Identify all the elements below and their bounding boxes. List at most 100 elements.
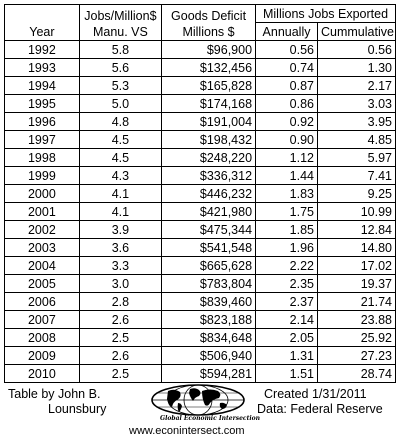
goods-deficit-cell: $336,312 <box>161 166 257 185</box>
header-year: Year <box>4 4 80 41</box>
table-body: 1992 5.8 $96,900 0.56 0.56 1993 5.6 $132,456 0.7… <box>4 40 397 383</box>
table-row: 1993 5.6 $132,456 0.74 1.30 <box>4 58 397 77</box>
jobs-per-million-cell: 4.5 <box>78 148 163 167</box>
year-cell: 1995 <box>4 94 80 113</box>
year-cell: 2001 <box>4 202 80 221</box>
cumulative-cell: 19.37 <box>316 274 397 293</box>
table-row: 2000 4.1 $446,232 1.83 9.25 <box>4 184 397 203</box>
year-cell: 2002 <box>4 220 80 239</box>
goods-deficit-cell: $446,232 <box>161 184 257 203</box>
cumulative-cell: 0.56 <box>316 40 397 59</box>
goods-deficit-cell: $834,648 <box>161 328 257 347</box>
goods-deficit-cell: $541,548 <box>161 238 257 257</box>
table-row: 1992 5.8 $96,900 0.56 0.56 <box>4 40 397 59</box>
header-jobs: Jobs/Million$ Manu. VS <box>78 4 163 41</box>
year-cell: 2005 <box>4 274 80 293</box>
data-source: Data: Federal Reserve <box>257 402 383 416</box>
goods-deficit-cell: $165,828 <box>161 76 257 95</box>
jobs-per-million-cell: 5.0 <box>78 94 163 113</box>
goods-deficit-cell: $475,344 <box>161 220 257 239</box>
credit-line2: Lounsbury <box>48 402 107 416</box>
table-row: 1996 4.8 $191,004 0.92 3.95 <box>4 112 397 131</box>
year-cell: 1998 <box>4 148 80 167</box>
jobs-per-million-cell: 2.6 <box>78 346 163 365</box>
annually-cell: 0.74 <box>255 58 318 77</box>
year-cell: 2010 <box>4 364 80 383</box>
cumulative-cell: 12.84 <box>316 220 397 239</box>
cumulative-cell: 10.99 <box>316 202 397 221</box>
header-jobs-line1: Jobs/Million$ <box>84 9 157 23</box>
annually-cell: 0.56 <box>255 40 318 59</box>
year-cell: 2009 <box>4 346 80 365</box>
year-cell: 1993 <box>4 58 80 77</box>
cumulative-cell: 2.17 <box>316 76 397 95</box>
jobs-per-million-cell: 2.8 <box>78 292 163 311</box>
jobs-per-million-cell: 3.3 <box>78 256 163 275</box>
cumulative-cell: 23.88 <box>316 310 397 329</box>
jobs-per-million-cell: 5.6 <box>78 58 163 77</box>
annually-cell: 2.35 <box>255 274 318 293</box>
cumulative-cell: 14.80 <box>316 238 397 257</box>
year-cell: 1997 <box>4 130 80 149</box>
goods-deficit-cell: $248,220 <box>161 148 257 167</box>
cumulative-cell: 27.23 <box>316 346 397 365</box>
jobs-per-million-cell: 3.9 <box>78 220 163 239</box>
cumulative-cell: 7.41 <box>316 166 397 185</box>
year-cell: 2003 <box>4 238 80 257</box>
header-deficit: Goods Deficit Millions $ <box>161 4 257 41</box>
website-link[interactable]: www.econintersect.com <box>129 425 245 437</box>
header-jobs-exported: Millions Jobs Exported <box>255 4 396 23</box>
cumulative-cell: 5.97 <box>316 148 397 167</box>
table-row: 1994 5.3 $165,828 0.87 2.17 <box>4 76 397 95</box>
goods-deficit-cell: $191,004 <box>161 112 257 131</box>
jobs-per-million-cell: 4.5 <box>78 130 163 149</box>
globe-logo-icon <box>151 384 245 416</box>
table-row: 2009 2.6 $506,940 1.31 27.23 <box>4 346 397 365</box>
annually-cell: 0.87 <box>255 76 318 95</box>
table-row: 2007 2.6 $823,188 2.14 23.88 <box>4 310 397 329</box>
cumulative-cell: 3.03 <box>316 94 397 113</box>
table-row: 1998 4.5 $248,220 1.12 5.97 <box>4 148 397 167</box>
goods-deficit-cell: $506,940 <box>161 346 257 365</box>
goods-deficit-cell: $665,628 <box>161 256 257 275</box>
header-cumulative: Cummulative <box>316 22 397 41</box>
table-row: 2002 3.9 $475,344 1.85 12.84 <box>4 220 397 239</box>
year-cell: 1996 <box>4 112 80 131</box>
annually-cell: 1.96 <box>255 238 318 257</box>
goods-deficit-cell: $594,281 <box>161 364 257 383</box>
table-row: 2004 3.3 $665,628 2.22 17.02 <box>4 256 397 275</box>
year-cell: 2000 <box>4 184 80 203</box>
year-cell: 2008 <box>4 328 80 347</box>
annually-cell: 1.44 <box>255 166 318 185</box>
table-page: Year Jobs/Million$ Manu. VS Goods Defici… <box>4 4 397 443</box>
header-deficit-line1: Goods Deficit <box>171 9 247 23</box>
table-row: 2003 3.6 $541,548 1.96 14.80 <box>4 238 397 257</box>
table-row: 2008 2.5 $834,648 2.05 25.92 <box>4 328 397 347</box>
cumulative-cell: 3.95 <box>316 112 397 131</box>
cumulative-cell: 25.92 <box>316 328 397 347</box>
goods-deficit-cell: $839,460 <box>161 292 257 311</box>
table-row: 2001 4.1 $421,980 1.75 10.99 <box>4 202 397 221</box>
jobs-per-million-cell: 2.5 <box>78 364 163 383</box>
year-cell: 1994 <box>4 76 80 95</box>
cumulative-cell: 21.74 <box>316 292 397 311</box>
annually-cell: 0.92 <box>255 112 318 131</box>
year-cell: 2004 <box>4 256 80 275</box>
annually-cell: 2.14 <box>255 310 318 329</box>
year-cell: 1999 <box>4 166 80 185</box>
annually-cell: 1.31 <box>255 346 318 365</box>
table-row: 1995 5.0 $174,168 0.86 3.03 <box>4 94 397 113</box>
jobs-per-million-cell: 2.6 <box>78 310 163 329</box>
table-row: 1999 4.3 $336,312 1.44 7.41 <box>4 166 397 185</box>
jobs-exported-table: Year Jobs/Million$ Manu. VS Goods Defici… <box>4 4 397 383</box>
created-date: Created 1/31/2011 <box>264 387 367 401</box>
year-cell: 2007 <box>4 310 80 329</box>
goods-deficit-cell: $783,804 <box>161 274 257 293</box>
annually-cell: 2.22 <box>255 256 318 275</box>
jobs-per-million-cell: 4.1 <box>78 202 163 221</box>
header-annually: Annually <box>255 22 318 41</box>
goods-deficit-cell: $198,432 <box>161 130 257 149</box>
cumulative-cell: 4.85 <box>316 130 397 149</box>
header-deficit-line2: Millions $ <box>182 25 235 39</box>
goods-deficit-cell: $174,168 <box>161 94 257 113</box>
